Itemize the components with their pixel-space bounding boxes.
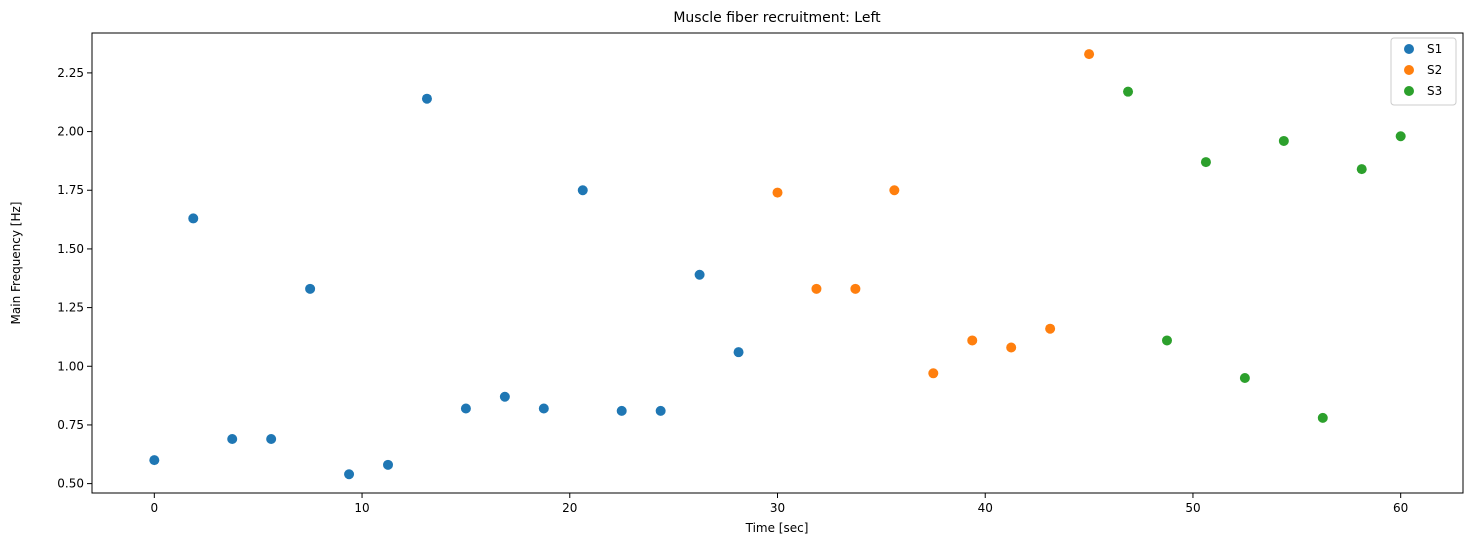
data-point-s3 — [1356, 164, 1367, 175]
data-point-s2 — [967, 335, 978, 346]
legend-marker-s2 — [1404, 65, 1414, 75]
x-tick-label: 40 — [978, 501, 993, 515]
y-tick-label: 1.00 — [57, 359, 84, 373]
x-axis-label: Time [sec] — [745, 521, 809, 535]
x-tick-label: 0 — [150, 501, 158, 515]
x-tick-label: 60 — [1393, 501, 1408, 515]
data-point-s1 — [733, 347, 744, 358]
data-point-s1 — [694, 269, 705, 280]
data-point-s2 — [811, 283, 822, 294]
plot-area — [91, 32, 1464, 494]
legend-label-s3: S3 — [1427, 84, 1442, 98]
data-points — [149, 49, 1406, 480]
data-point-s2 — [1045, 323, 1056, 334]
data-point-s2 — [889, 185, 900, 196]
data-point-s1 — [616, 405, 627, 416]
axes-frame — [91, 32, 1464, 494]
x-axis: 0 10 20 30 40 50 60 — [150, 493, 1408, 515]
y-tick-label: 1.25 — [57, 301, 84, 315]
data-point-s1 — [655, 405, 666, 416]
y-tick-label: 0.50 — [57, 477, 84, 491]
y-axis-label: Main Frequency [Hz] — [9, 202, 23, 325]
data-point-s3 — [1395, 131, 1406, 142]
data-point-s1 — [149, 455, 160, 466]
legend-box — [1390, 37, 1457, 106]
x-tick-label: 30 — [770, 501, 785, 515]
x-tick-label: 20 — [562, 501, 577, 515]
legend: S1 S2 S3 — [1390, 37, 1457, 106]
data-point-s1 — [577, 185, 588, 196]
data-point-s2 — [772, 187, 783, 198]
legend-label-s2: S2 — [1427, 63, 1442, 77]
data-point-s3 — [1161, 335, 1172, 346]
data-point-s1 — [499, 391, 510, 402]
data-point-s3 — [1239, 373, 1250, 383]
data-point-s3 — [1278, 135, 1289, 146]
legend-items: S1 S2 S3 — [1404, 42, 1442, 98]
chart-title: Muscle fiber recruitment: Left — [673, 10, 881, 26]
data-point-s1 — [344, 469, 355, 480]
y-axis: 0.50 0.75 1.00 1.25 1.50 1.75 2.00 2.25 — [57, 66, 92, 491]
data-point-s3 — [1200, 157, 1211, 168]
data-point-s1 — [460, 403, 471, 414]
data-point-s2 — [928, 368, 939, 379]
legend-marker-s3 — [1404, 86, 1414, 96]
x-tick-label: 50 — [1185, 501, 1200, 515]
data-point-s2 — [1006, 342, 1017, 353]
legend-label-s1: S1 — [1427, 42, 1442, 56]
data-point-s1 — [421, 93, 432, 104]
data-point-s1 — [538, 403, 549, 414]
y-tick-label: 1.75 — [57, 183, 84, 197]
data-point-s1 — [305, 283, 316, 294]
data-point-s1 — [227, 434, 238, 445]
y-tick-label: 2.25 — [57, 66, 84, 80]
legend-marker-s1 — [1404, 44, 1414, 54]
y-tick-label: 0.75 — [57, 418, 84, 432]
data-point-s3 — [1317, 412, 1328, 423]
data-point-s1 — [383, 459, 394, 470]
data-point-s2 — [850, 283, 861, 294]
x-tick-label: 10 — [354, 501, 369, 515]
data-point-s1 — [188, 213, 199, 224]
data-point-s1 — [266, 434, 277, 445]
y-tick-label: 2.00 — [57, 125, 84, 139]
data-point-s2 — [1084, 49, 1095, 60]
y-tick-label: 1.50 — [57, 242, 84, 256]
data-point-s3 — [1123, 86, 1134, 97]
